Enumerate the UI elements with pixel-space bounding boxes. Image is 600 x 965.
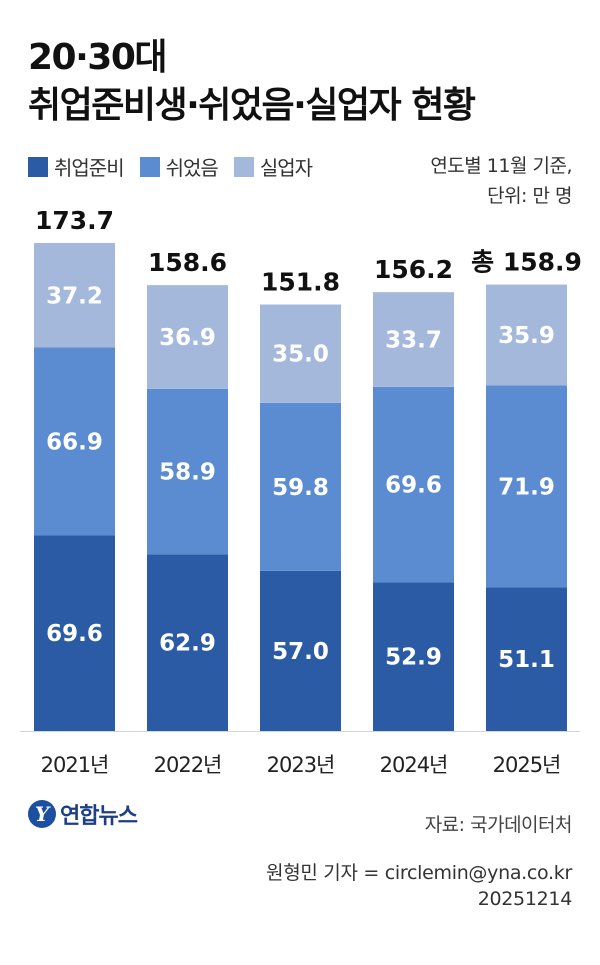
yonhap-logo-text: 연합뉴스	[60, 804, 138, 829]
total-label-3: 151.8	[261, 268, 340, 297]
legend-item-unemployed: 실업자	[233, 152, 313, 181]
bar-resting-5	[486, 385, 567, 588]
bar-job-prep-5	[486, 587, 567, 731]
x-tick-label-5: 2025년	[493, 753, 561, 777]
total-label-4: 156.2	[374, 255, 453, 284]
bar-unemployed-1	[34, 243, 115, 348]
basis-note-line-1: 연도별 11월 기준,	[430, 155, 572, 177]
value-label-resting-4: 69.6	[385, 473, 442, 499]
value-label-job-prep-2: 62.9	[159, 631, 216, 657]
total-label-1: 173.7	[35, 206, 114, 235]
legend-label-job-prep: 취업준비	[54, 156, 125, 180]
bar-job-prep-1	[34, 535, 115, 731]
value-label-resting-2: 58.9	[159, 460, 216, 486]
value-label-unemployed-5: 35.9	[498, 323, 555, 349]
value-label-job-prep-3: 57.0	[272, 639, 329, 665]
credit-block: 원형민 기자 = circlemin@yna.co.kr 20251214	[266, 860, 572, 912]
bar-unemployed-4	[373, 292, 454, 387]
yonhap-logo-icon: Y	[28, 800, 56, 828]
reporter-credit: 원형민 기자 = circlemin@yna.co.kr	[266, 862, 572, 884]
value-label-job-prep-4: 52.9	[385, 645, 442, 671]
bar-resting-2	[147, 388, 228, 555]
legend-item-resting: 쉬었음	[139, 152, 219, 181]
unit-note: 단위: 만 명	[487, 185, 572, 207]
legend-label-unemployed: 실업자	[259, 156, 313, 180]
bar-unemployed-5	[486, 284, 567, 386]
legend-swatch-job-prep	[28, 156, 48, 177]
x-tick-label-3: 2023년	[267, 753, 335, 777]
x-tick-label-2: 2022년	[154, 753, 222, 777]
value-label-resting-1: 66.9	[46, 429, 103, 455]
bar-resting-1	[34, 347, 115, 536]
publish-date: 20251214	[477, 888, 573, 910]
source-note: 자료: 국가데이터처	[424, 814, 573, 836]
value-label-unemployed-1: 37.2	[46, 283, 103, 309]
value-label-resting-3: 59.8	[272, 475, 329, 501]
bar-job-prep-2	[147, 554, 228, 731]
chart-title-line-1: 20·30대	[28, 37, 168, 78]
x-tick-label-1: 2021년	[41, 753, 109, 777]
bar-unemployed-2	[147, 285, 228, 389]
value-label-unemployed-3: 35.0	[272, 342, 329, 368]
value-label-job-prep-1: 69.6	[46, 621, 103, 647]
value-label-resting-5: 71.9	[498, 474, 555, 500]
legend-label-resting: 쉬었음	[165, 156, 219, 180]
x-tick-label-4: 2024년	[380, 753, 448, 777]
chart-legend: 취업준비 쉬었음 실업자	[28, 152, 328, 181]
legend-item-job-prep: 취업준비	[28, 152, 125, 181]
yonhap-logo: Y 연합뉴스	[28, 798, 138, 830]
bar-job-prep-4	[373, 582, 454, 731]
bar-resting-4	[373, 386, 454, 583]
bar-resting-3	[260, 402, 341, 571]
chart-title-line-2: 취업준비생·쉬었음·실업자 현황	[28, 85, 476, 126]
stacked-bar-chart: 69.6 66.9 37.2 173.7 2021년 62.9 58.9 36.9 158.6 2…	[20, 206, 582, 777]
value-label-job-prep-5: 51.1	[498, 647, 555, 673]
total-label-5: 총 158.9	[471, 248, 582, 277]
bar-unemployed-3	[260, 304, 341, 403]
legend-swatch-unemployed	[233, 156, 254, 177]
value-label-unemployed-4: 33.7	[385, 328, 442, 354]
total-label-2: 158.6	[148, 248, 227, 277]
bar-job-prep-3	[260, 570, 341, 731]
legend-swatch-resting	[139, 156, 160, 177]
value-label-unemployed-2: 36.9	[159, 325, 216, 351]
